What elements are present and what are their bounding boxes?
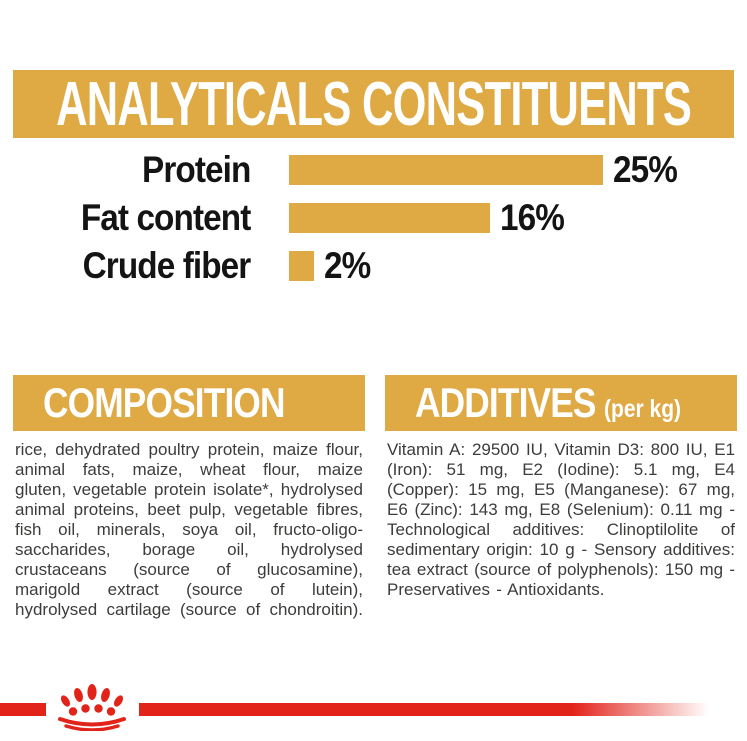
red-stripe-left	[0, 703, 46, 716]
chart-row-fat-content: Fat content 16%	[0, 194, 747, 242]
protein-value: 25%	[613, 149, 678, 190]
fat-content-value: 16%	[500, 197, 565, 238]
additives-subtitle: (per kg)	[604, 395, 682, 423]
crude-fiber-bar	[289, 251, 314, 281]
composition-body: rice, dehydrated poultry protein, maize …	[15, 440, 363, 619]
composition-title: COMPOSITION	[43, 379, 285, 426]
composition-banner: COMPOSITION	[13, 375, 365, 431]
additives-banner: ADDITIVES (per kg)	[385, 375, 737, 431]
crude-fiber-label: Crude fiber	[82, 245, 251, 286]
protein-bar	[289, 155, 603, 185]
analyticals-title: ANALYTICALS CONSTITUENTS	[55, 69, 692, 139]
composition-section: COMPOSITION rice, dehydrated poultry pro…	[13, 375, 365, 620]
protein-label: Protein	[141, 149, 251, 190]
additives-body: Vitamin A: 29500 IU, Vitamin D3: 800 IU,…	[387, 440, 735, 599]
fat-content-label: Fat content	[80, 197, 250, 238]
fat-content-bar	[289, 203, 490, 233]
royal-canin-crown-icon	[58, 684, 126, 731]
chart-row-crude-fiber: Crude fiber 2%	[0, 242, 747, 290]
analytical-constituents-chart: Protein 25% Fat content 16% Crude fiber …	[0, 146, 747, 290]
additives-section: ADDITIVES (per kg) Vitamin A: 29500 IU, V…	[385, 375, 737, 600]
chart-row-protein: Protein 25%	[0, 146, 747, 194]
red-stripe-right	[139, 703, 709, 716]
additives-title: ADDITIVES (per kg)	[415, 379, 682, 426]
crude-fiber-value: 2%	[324, 245, 371, 286]
analyticals-banner: ANALYTICALS CONSTITUENTS	[13, 69, 734, 139]
